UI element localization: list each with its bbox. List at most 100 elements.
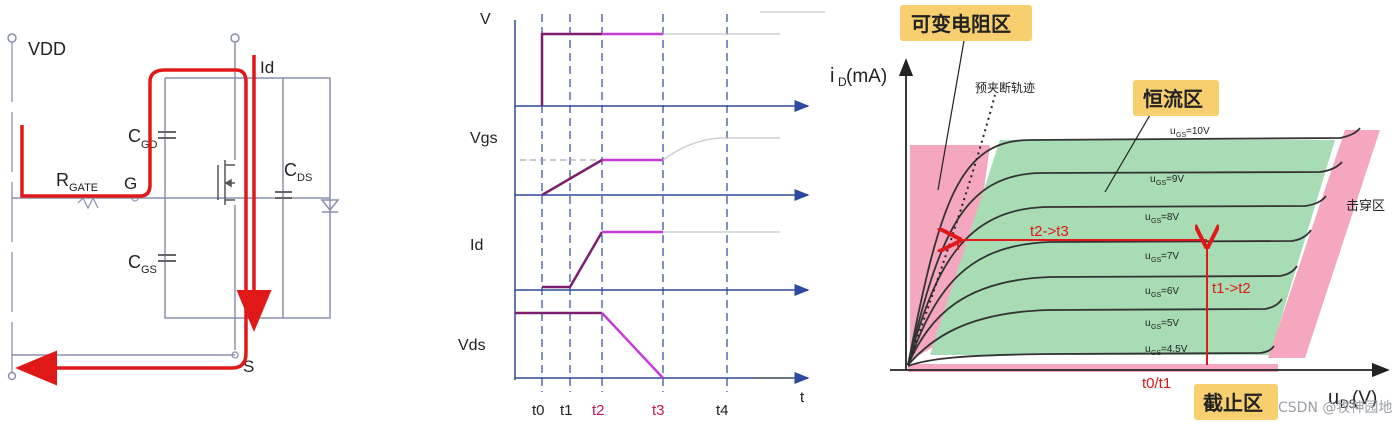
svg-text:u: u xyxy=(1145,212,1151,223)
circuit-wires xyxy=(12,77,331,356)
annotation-t1-t2: t1->t2 xyxy=(1212,280,1251,297)
vgs-waveform xyxy=(541,158,603,197)
source-label: S xyxy=(243,357,254,376)
svg-text:GS: GS xyxy=(1151,292,1161,299)
svg-text:u: u xyxy=(1145,344,1151,355)
svg-text:DS: DS xyxy=(297,172,312,184)
gate-label: G xyxy=(124,174,137,193)
svg-text:=5V: =5V xyxy=(1161,318,1179,329)
output-curves xyxy=(907,127,1361,367)
time-t1-label: t1 xyxy=(560,402,573,419)
svg-text:u: u xyxy=(1145,318,1151,329)
svg-text:GS: GS xyxy=(1151,218,1161,225)
svg-text:u: u xyxy=(1328,387,1339,409)
operating-path xyxy=(958,240,1207,365)
drain-terminal xyxy=(230,33,240,43)
svg-text:C: C xyxy=(284,160,297,180)
svg-text:=7V: =7V xyxy=(1161,251,1179,262)
cutoff-region-fill xyxy=(908,364,1278,372)
pinch-off-label: 预夹断轨迹 xyxy=(975,80,1035,95)
svg-text:=10V: =10V xyxy=(1186,126,1210,137)
svg-text:DS: DS xyxy=(1340,397,1357,411)
svg-text:u: u xyxy=(1150,174,1156,185)
svg-text:(mA): (mA) xyxy=(846,66,887,87)
watermark: CSDN @牧神园地 xyxy=(1278,400,1392,416)
cgd-capacitor xyxy=(158,131,176,139)
gate-resistor xyxy=(77,196,99,210)
breakdown-region-label: 击穿区 xyxy=(1346,198,1385,213)
svg-text:u: u xyxy=(1145,286,1151,297)
cgs-label: C GS xyxy=(128,252,157,276)
saturation-region-tag: 恒流区 xyxy=(1133,80,1219,116)
svg-text:i: i xyxy=(830,65,834,87)
svg-text:=4.5V: =4.5V xyxy=(1161,344,1188,355)
time-axis-label: t xyxy=(800,389,805,406)
id-label: Id xyxy=(260,58,274,77)
signal-id-label: Id xyxy=(470,237,483,254)
leader-lines xyxy=(937,34,1151,193)
diode-symbol xyxy=(320,199,340,213)
curve-label-8v: u GS =8V xyxy=(1145,212,1179,225)
time-markers xyxy=(541,14,728,392)
svg-text:恒流区: 恒流区 xyxy=(1143,87,1203,111)
curve-label-7v: u GS =7V xyxy=(1145,251,1179,264)
time-t2-label: t2 xyxy=(592,402,605,419)
time-t4-label: t4 xyxy=(716,402,729,419)
svg-text:R: R xyxy=(56,170,69,190)
waveform-axes xyxy=(515,100,810,384)
cutoff-region-tag: 截止区 xyxy=(1194,384,1278,420)
cds-capacitor xyxy=(275,191,292,199)
circuit-panel: VDD xyxy=(7,33,340,386)
svg-text:C: C xyxy=(128,126,141,146)
signal-v-label: V xyxy=(480,11,491,28)
v-waveform xyxy=(540,32,602,106)
vdd-rail xyxy=(7,33,17,381)
svg-text:=8V: =8V xyxy=(1161,212,1179,223)
gate-current-path xyxy=(15,68,248,386)
svg-text:GS: GS xyxy=(1176,132,1186,139)
svg-text:GATE: GATE xyxy=(69,182,98,194)
waveform-panel: V Vgs Id Vds t0 t1 t2 t3 t4 t xyxy=(458,11,825,419)
mosfet-symbol xyxy=(217,160,235,205)
cds-label: C DS xyxy=(284,160,312,184)
id-waveform xyxy=(542,231,604,289)
svg-text:(V): (V) xyxy=(1352,388,1377,409)
continuation-lines xyxy=(662,11,825,379)
svg-text:GS: GS xyxy=(1151,257,1161,264)
signal-vds-label: Vds xyxy=(458,337,486,354)
output-x-axis-label: u DS (V) xyxy=(1328,387,1377,411)
output-y-axis-label: i D (mA) xyxy=(830,65,887,89)
cgs-capacitor xyxy=(158,254,176,262)
svg-text:u: u xyxy=(1145,251,1151,262)
ohmic-region-fill xyxy=(910,145,990,360)
annotation-t0-t1: t0/t1 xyxy=(1142,375,1171,392)
curve-label-4-5v: u GS =4.5V xyxy=(1145,344,1188,357)
svg-text:=9V: =9V xyxy=(1166,174,1184,185)
curve-label-10v: u GS =10V xyxy=(1170,126,1210,139)
curve-label-5v: u GS =5V xyxy=(1145,318,1179,331)
svg-text:u: u xyxy=(1170,126,1176,137)
svg-text:GS: GS xyxy=(1156,180,1166,187)
rgate-label: R GATE xyxy=(56,170,98,194)
vdd-label: VDD xyxy=(28,39,66,59)
breakdown-region-fill xyxy=(1268,130,1380,358)
curve-label-6v: u GS =6V xyxy=(1145,286,1179,299)
cgd-label: C GD xyxy=(128,126,158,151)
vds-waveform-t2t3 xyxy=(601,312,664,379)
source-node xyxy=(231,351,239,359)
svg-text:C: C xyxy=(128,252,141,272)
svg-text:GS: GS xyxy=(1151,324,1161,331)
time-t0-label: t0 xyxy=(532,402,545,419)
output-curve-panel: i D (mA) u DS (V) 可变电阻区 恒流区 截止区 击穿区 预夹断轨… xyxy=(830,5,1392,420)
curve-label-9v: u GS =9V xyxy=(1150,174,1184,187)
svg-text:D: D xyxy=(838,75,847,89)
svg-text:截止区: 截止区 xyxy=(1203,391,1263,415)
svg-text:可变电阻区: 可变电阻区 xyxy=(911,12,1011,36)
annotation-t2-t3: t2->t3 xyxy=(1030,223,1069,240)
ohmic-region-tag: 可变电阻区 xyxy=(900,5,1032,41)
svg-text:GS: GS xyxy=(141,264,157,276)
svg-text:GS: GS xyxy=(1151,350,1161,357)
time-t3-label: t3 xyxy=(652,402,665,419)
signal-vgs-label: Vgs xyxy=(470,130,498,147)
pinch-off-line xyxy=(907,94,996,366)
